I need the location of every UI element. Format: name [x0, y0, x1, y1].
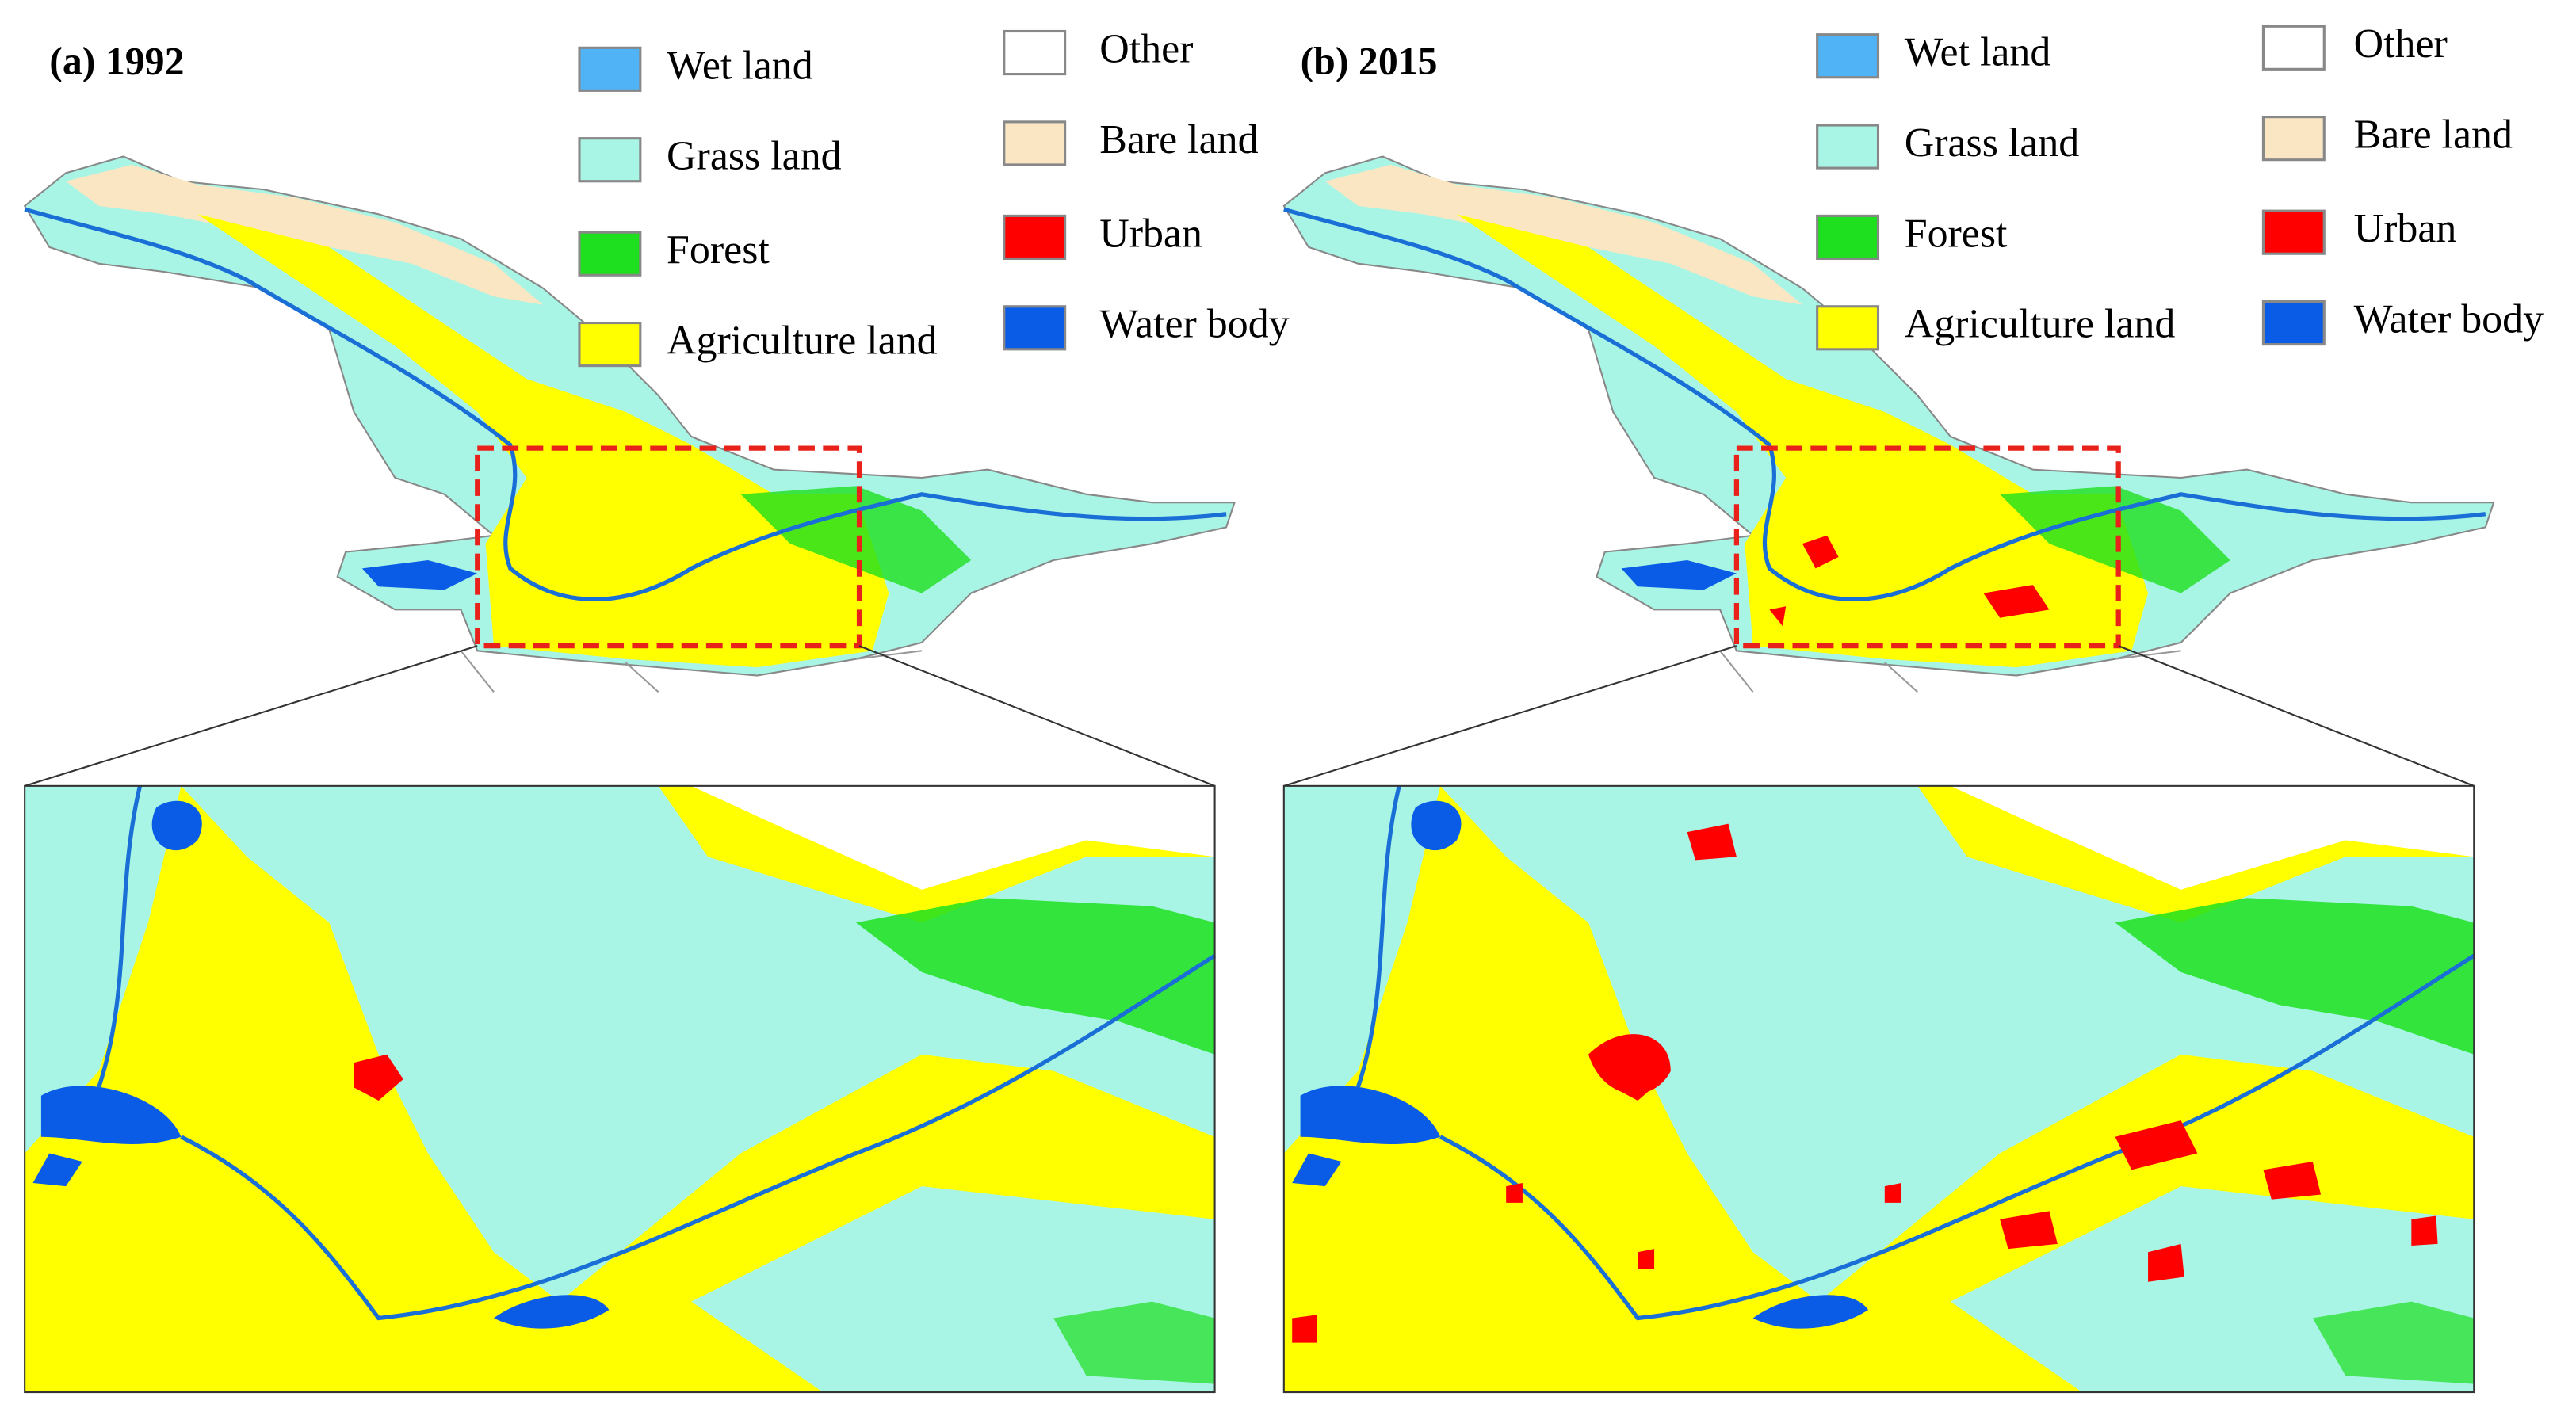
legend-label: Wet land [667, 43, 813, 88]
legend-label: Other [1099, 26, 1193, 71]
legend-label: Water body [2354, 296, 2544, 342]
urban-growth-2015 [1292, 535, 2438, 1343]
legend-swatch [578, 231, 642, 277]
legend-label: Urban [2354, 206, 2457, 251]
legend-swatch [1003, 305, 1067, 351]
legend-swatch [1816, 305, 1880, 351]
legend-swatch [578, 46, 642, 92]
legend-swatch [2261, 25, 2326, 71]
legend-swatch [1816, 214, 1880, 261]
legend-label: Water body [1099, 302, 1289, 347]
legend-label: Wet land [1905, 30, 2051, 75]
legend-label: Forest [1905, 211, 2008, 256]
legend-label: Agriculture land [1905, 302, 2176, 347]
legend-swatch [578, 137, 642, 183]
legend-label: Agriculture land [667, 318, 938, 363]
legend-swatch [1816, 33, 1880, 79]
legend-swatch [1003, 29, 1067, 76]
legend-swatch [2261, 300, 2326, 346]
legend-swatch [2261, 116, 2326, 162]
legend-swatch [2261, 209, 2326, 255]
legend-label: Urban [1099, 211, 1202, 256]
maps [25, 157, 2494, 1393]
legend-label: Grass land [667, 134, 842, 179]
legend-swatch [1003, 214, 1067, 261]
legend-label: Grass land [1905, 120, 2080, 166]
panel-title: (b) 2015 [1301, 40, 1438, 83]
legend-label: Bare land [2354, 113, 2513, 158]
legend-swatch [578, 321, 642, 368]
panel-title: (a) 1992 [49, 40, 184, 83]
legend-swatch [1003, 120, 1067, 166]
legend-label: Bare land [1099, 117, 1258, 162]
legend-swatch [1816, 124, 1880, 170]
legend-label: Other [2354, 21, 2448, 67]
legend-label: Forest [667, 227, 770, 273]
